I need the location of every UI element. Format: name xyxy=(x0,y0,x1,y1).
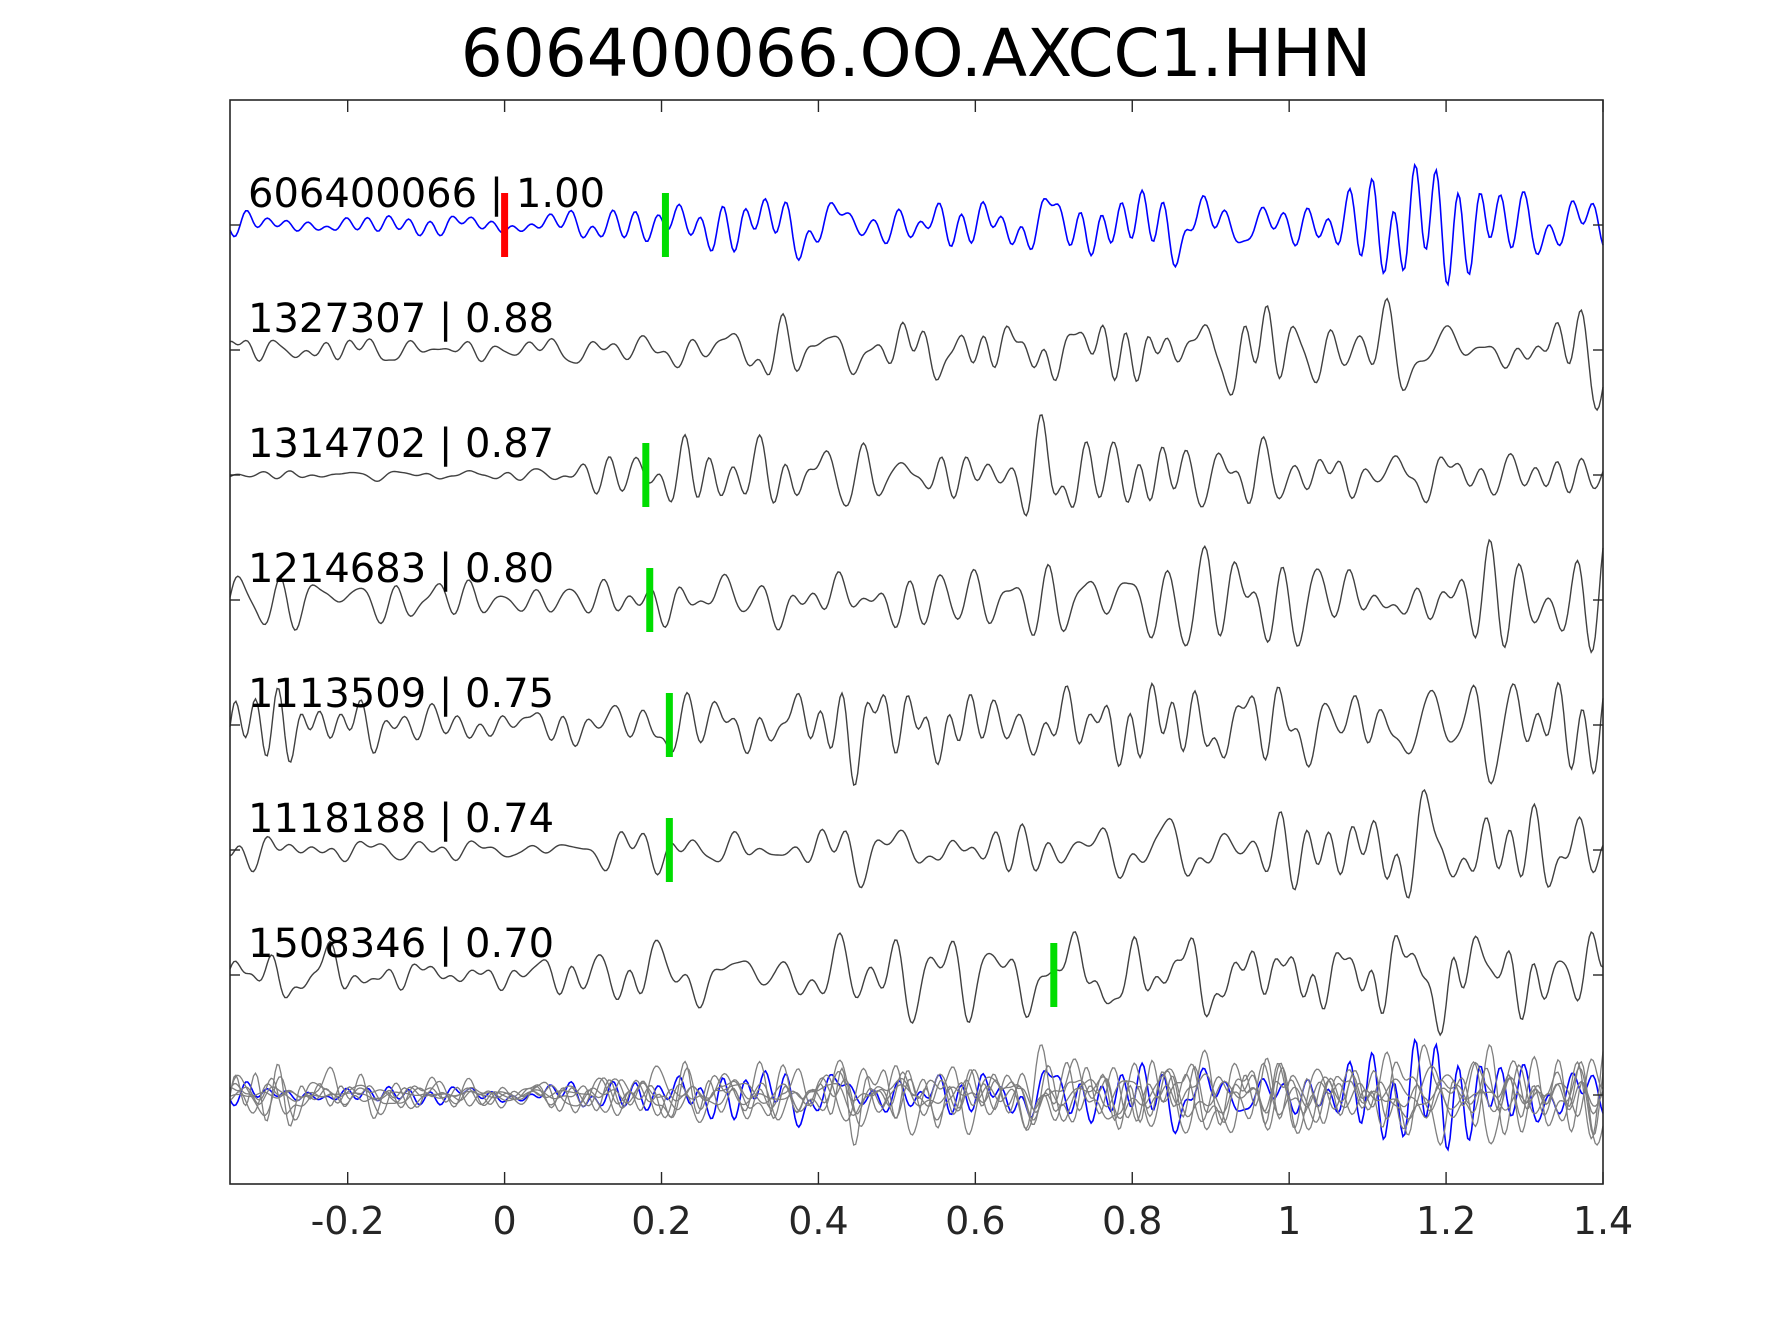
trace-1314702 xyxy=(229,414,1604,517)
chart-title: 606400066.OO.AXCC1.HHN xyxy=(461,15,1371,92)
trace-label-1118188: 1118188 | 0.74 xyxy=(248,796,554,842)
x-tick-label: 0.4 xyxy=(788,1199,848,1243)
trace-1214683 xyxy=(229,538,1604,654)
template-trace xyxy=(229,162,1604,287)
overlay-trace-1314702 xyxy=(229,1044,1604,1130)
trace-label-1314702: 1314702 | 0.87 xyxy=(248,421,554,467)
x-tick-label: 0.2 xyxy=(631,1199,691,1243)
axes-box xyxy=(229,99,1604,1185)
overlay-traces xyxy=(229,1037,1604,1152)
trace-1118188 xyxy=(229,788,1604,899)
plot-area: 606400066 | 1.00 1327307 | 0.88 1314702 | … xyxy=(229,162,1604,1152)
x-tick-label: 0.8 xyxy=(1102,1199,1162,1243)
overlay-trace-1508346 xyxy=(229,1058,1604,1147)
trace-1508346 xyxy=(229,930,1604,1037)
x-axis: -0.2 0 0.2 0.4 0.6 0.8 1 1.2 1.4 xyxy=(230,100,1633,1243)
trace-label-606400066: 606400066 | 1.00 xyxy=(248,171,605,217)
traces-layer xyxy=(229,162,1604,1037)
x-tick-label: -0.2 xyxy=(311,1199,385,1243)
x-tick-label: 1.4 xyxy=(1573,1199,1633,1243)
x-tick-label: 0.6 xyxy=(945,1199,1005,1243)
pick-markers xyxy=(501,193,1058,1007)
trace-1327307 xyxy=(230,297,1604,412)
x-tick-label: 0 xyxy=(493,1199,517,1243)
overlay-trace-1118188 xyxy=(229,1044,1604,1136)
x-tick-label: 1 xyxy=(1277,1199,1301,1243)
trace-1113509 xyxy=(229,681,1604,786)
trace-label-1113509: 1113509 | 0.75 xyxy=(248,671,554,717)
trace-label-1214683: 1214683 | 0.80 xyxy=(248,546,554,592)
trace-label-1508346: 1508346 | 0.70 xyxy=(248,921,554,967)
trace-label-1327307: 1327307 | 0.88 xyxy=(248,296,554,342)
x-tick-label: 1.2 xyxy=(1416,1199,1476,1243)
trace-labels: 606400066 | 1.00 1327307 | 0.88 1314702 | … xyxy=(248,171,605,967)
